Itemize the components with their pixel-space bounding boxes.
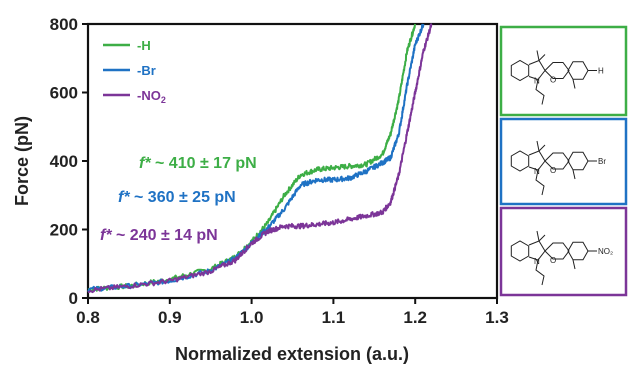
y-axis-label: Force (pN) <box>12 116 32 206</box>
atom-n-label: N <box>534 257 540 266</box>
bond <box>536 230 540 242</box>
bond <box>510 240 530 262</box>
series-line-no2 <box>87 23 433 294</box>
no2-structure-panel: N O NO₂ <box>499 206 628 297</box>
annotation-br: f* ~ 360 ± 25 pN <box>118 189 236 206</box>
bond <box>567 241 589 261</box>
bond <box>536 50 540 61</box>
bond <box>538 144 546 152</box>
structure-frame <box>499 25 628 117</box>
x-tick-label: 1.1 <box>322 308 346 327</box>
atom-o-label: O <box>550 256 556 265</box>
bond <box>510 59 530 82</box>
bond <box>544 62 570 79</box>
bond <box>535 79 545 105</box>
bond <box>572 169 576 180</box>
bond <box>538 54 546 61</box>
y-tick-label: 600 <box>50 84 78 103</box>
bond <box>544 152 570 170</box>
bond <box>510 150 530 172</box>
structure-frame <box>499 117 628 206</box>
series-line-h <box>87 23 417 292</box>
br-structure-panel: N O Br <box>499 117 628 206</box>
x-tick-label: 1.0 <box>240 308 264 327</box>
bond <box>536 140 540 152</box>
legend: -H -Br -NO2 <box>103 38 166 105</box>
x-tick-label: 1.3 <box>485 308 509 327</box>
y-tick-label: 200 <box>50 221 78 240</box>
bond <box>538 234 546 242</box>
substituent-label: NO₂ <box>598 247 613 256</box>
bond <box>535 169 545 196</box>
y-tick-label: 0 <box>69 289 78 308</box>
bond <box>572 259 576 270</box>
annotation-h: f* ~ 410 ± 17 pN <box>139 155 257 172</box>
h-structure-panel: N O H <box>499 25 628 117</box>
y-tick-label: 400 <box>50 152 78 171</box>
annotation-no2: f* ~ 240 ± 14 pN <box>100 227 218 244</box>
bond <box>535 259 545 286</box>
y-tick-label: 800 <box>50 15 78 34</box>
structure-frame <box>499 206 628 297</box>
atom-n-label: N <box>534 167 540 176</box>
legend-label-h: -H <box>137 38 151 53</box>
legend-label-no2: -NO2 <box>137 88 166 105</box>
bond <box>567 151 589 171</box>
x-tick-label: 1.2 <box>403 308 427 327</box>
x-tick-label: 0.9 <box>158 308 182 327</box>
substituent-label: Br <box>598 157 606 166</box>
atom-o-label: O <box>550 76 556 85</box>
atom-o-label: O <box>550 166 556 175</box>
force-extension-chart: 0.8 0.9 1.0 1.1 1.2 1.3 0 200 400 600 800 Normaliz… <box>12 15 509 364</box>
bond <box>567 61 589 80</box>
series-layer <box>87 23 433 294</box>
bond <box>544 242 570 260</box>
x-tick-label: 0.8 <box>76 308 100 327</box>
atom-n-label: N <box>534 77 540 86</box>
x-axis-label: Normalized extension (a.u.) <box>175 344 409 364</box>
legend-label-br: -Br <box>137 63 156 78</box>
bond <box>572 79 576 89</box>
substituent-label: H <box>598 67 604 76</box>
ticks-layer: 0.8 0.9 1.0 1.1 1.2 1.3 0 200 400 600 800 <box>50 15 509 327</box>
